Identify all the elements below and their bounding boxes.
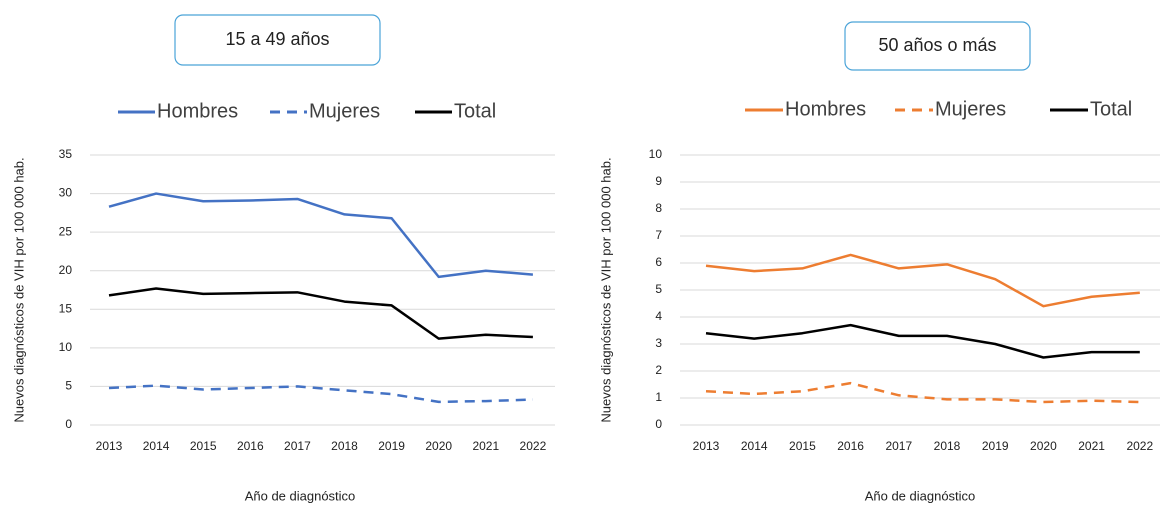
x-tick-label: 2021 (472, 439, 499, 453)
legend-label: Hombres (785, 98, 866, 120)
chart-title: 15 a 49 años (225, 29, 329, 49)
y-tick-label: 7 (655, 228, 662, 242)
y-tick-label: 30 (59, 186, 73, 200)
x-tick-label: 2014 (143, 439, 170, 453)
x-tick-label: 2015 (190, 439, 217, 453)
legend-label: Mujeres (309, 100, 380, 122)
legend-label: Hombres (157, 100, 238, 122)
y-tick-label: 3 (655, 336, 662, 350)
series-line (705, 323, 1140, 359)
legend-label: Mujeres (935, 98, 1006, 120)
x-tick-label: 2014 (741, 439, 768, 453)
x-tick-label: 2018 (934, 439, 961, 453)
y-tick-label: 10 (59, 340, 73, 354)
y-tick-label: 35 (59, 147, 73, 161)
title-box (844, 21, 1031, 71)
x-tick-label: 2017 (885, 439, 912, 453)
y-tick-label: 2 (655, 363, 662, 377)
x-tick-label: 2016 (837, 439, 864, 453)
x-axis-label: Año de diagnóstico (865, 488, 976, 503)
x-axis-label: Año de diagnóstico (245, 488, 356, 503)
y-tick-label: 20 (59, 263, 73, 277)
y-tick-label: 5 (65, 379, 72, 393)
y-tick-label: 6 (655, 255, 662, 269)
y-tick-label: 1 (655, 390, 662, 404)
y-tick-label: 25 (59, 224, 73, 238)
series-line (108, 192, 534, 279)
series-line (705, 253, 1140, 308)
legend-label: Total (454, 100, 496, 122)
x-tick-label: 2018 (331, 439, 358, 453)
title-box (174, 14, 381, 66)
x-tick-label: 2021 (1078, 439, 1105, 453)
legend-label: Total (1090, 98, 1132, 120)
x-tick-label: 2022 (1126, 439, 1153, 453)
x-tick-label: 2020 (425, 439, 452, 453)
y-tick-label: 0 (65, 417, 72, 431)
x-tick-label: 2016 (237, 439, 264, 453)
x-tick-label: 2022 (520, 439, 547, 453)
series-line (108, 384, 533, 404)
y-tick-label: 8 (655, 201, 662, 215)
x-tick-label: 2019 (982, 439, 1009, 453)
x-tick-label: 2017 (284, 439, 311, 453)
series-line (705, 381, 1140, 404)
x-tick-label: 2013 (693, 439, 720, 453)
x-tick-label: 2015 (789, 439, 816, 453)
y-axis-label: Nuevos diagnósticos de VIH por 100 000 h… (11, 157, 26, 422)
y-tick-label: 9 (655, 174, 662, 188)
y-axis-label: Nuevos diagnósticos de VIH por 100 000 h… (598, 157, 613, 422)
x-tick-label: 2013 (96, 439, 123, 453)
x-tick-label: 2019 (378, 439, 405, 453)
y-tick-label: 15 (59, 301, 73, 315)
series-line (108, 287, 533, 340)
x-tick-label: 2020 (1030, 439, 1057, 453)
y-tick-label: 4 (655, 309, 662, 323)
chart-title: 50 años o más (878, 35, 996, 55)
y-tick-label: 0 (655, 417, 662, 431)
y-tick-label: 5 (655, 282, 662, 296)
y-tick-label: 10 (649, 147, 663, 161)
